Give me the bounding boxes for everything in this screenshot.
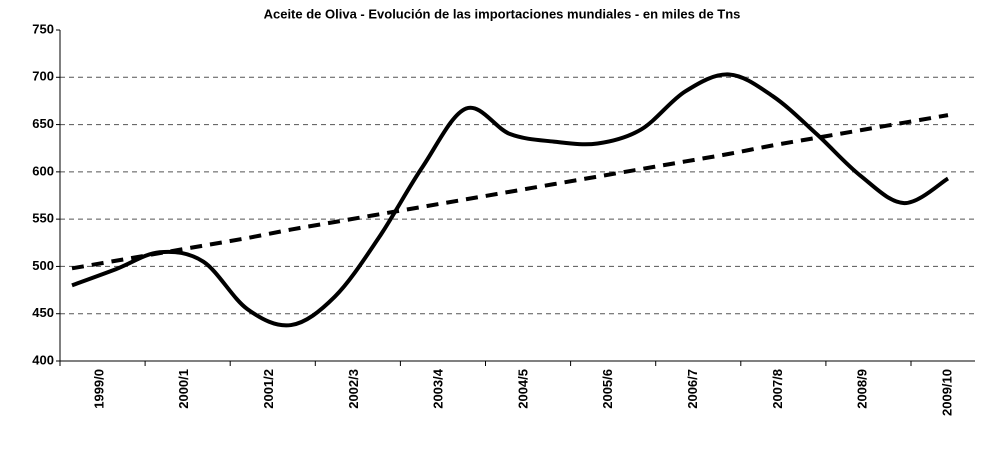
x-tick-label: 2002/3 [346, 369, 361, 409]
line [71, 72, 950, 328]
x-tick-label: 2007/8 [770, 369, 785, 409]
x-tick-label: 1999/0 [91, 369, 106, 409]
y-tick-label: 550 [32, 211, 54, 226]
x-tick-label: 2009/10 [939, 369, 954, 416]
x-tick-label: 2006/7 [685, 369, 700, 409]
x-tick-label: 2004/5 [515, 369, 530, 409]
x-tick-label: 2005/6 [600, 369, 615, 409]
chart-title: Aceite de Oliva - Evolución de las impor… [264, 6, 741, 21]
trend-line [71, 113, 949, 271]
y-tick-label: 600 [32, 163, 54, 178]
y-tick-label: 500 [32, 258, 54, 273]
y-tick-label: 650 [32, 116, 54, 131]
x-tick-label: 2000/1 [176, 369, 191, 409]
x-tick-label: 2001/2 [261, 369, 276, 409]
x-tick-label: 2003/4 [431, 368, 446, 409]
y-tick-label: 750 [32, 21, 54, 36]
x-tick-label: 2008/9 [855, 369, 870, 409]
y-tick-label: 700 [32, 69, 54, 84]
y-tick-label: 450 [32, 305, 54, 320]
y-tick-label: 400 [32, 352, 54, 367]
